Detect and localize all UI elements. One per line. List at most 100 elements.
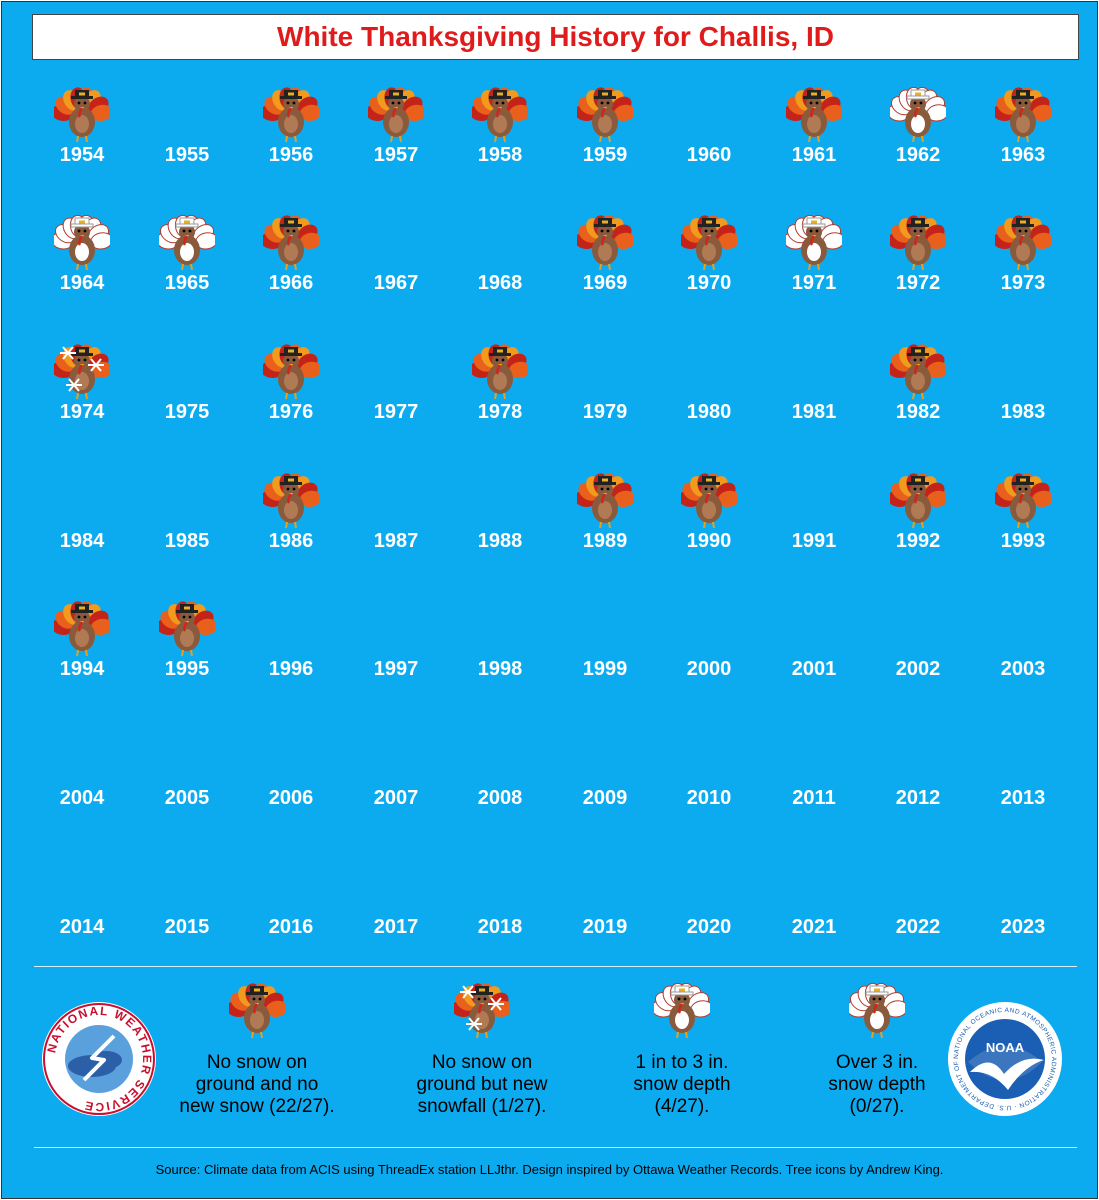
turkey-icon: [574, 84, 636, 144]
year-cell: 2014: [30, 850, 134, 970]
year-label: 1970: [686, 272, 732, 294]
year-label: 1968: [477, 272, 523, 294]
year-label: 2014: [59, 916, 105, 938]
year-cell: 1997: [344, 592, 448, 712]
year-cell: 1969: [553, 206, 657, 326]
year-cell: 2017: [344, 850, 448, 970]
year-cell: 2012: [866, 721, 970, 841]
legend-text-line: ground but new: [416, 1074, 548, 1095]
noaa-logo-text: NOAA: [986, 1040, 1025, 1055]
year-cell: 1977: [344, 335, 448, 455]
legend-text-line: 1 in to 3 in.: [635, 1052, 729, 1073]
year-label: 1977: [373, 401, 419, 423]
turkey-icon: [469, 341, 531, 401]
year-cell: 2020: [657, 850, 761, 970]
year-label: 1997: [373, 658, 419, 680]
turkey-icon: [887, 341, 949, 401]
turkey-icon: [260, 470, 322, 530]
year-label: 1963: [1000, 144, 1046, 166]
year-label: 1984: [59, 530, 105, 552]
turkey-icon: [50, 212, 114, 272]
year-cell: 1968: [448, 206, 552, 326]
year-label: 2008: [477, 787, 523, 809]
year-cell: 1959: [553, 78, 657, 198]
year-cell: 1962: [866, 78, 970, 198]
year-label: 1969: [582, 272, 628, 294]
year-label: 1979: [582, 401, 628, 423]
year-cell: 1963: [971, 78, 1075, 198]
turkey-icon: [156, 598, 218, 658]
year-label: 1991: [791, 530, 837, 552]
year-cell: 1996: [239, 592, 343, 712]
year-cell: 2004: [30, 721, 134, 841]
year-label: 1956: [268, 144, 314, 166]
year-label: 2010: [686, 787, 732, 809]
turkey-icon: [678, 470, 740, 530]
year-cell: 1983: [971, 335, 1075, 455]
turkey-icon: [887, 470, 949, 530]
year-cell: 2016: [239, 850, 343, 970]
year-cell: 2015: [135, 850, 239, 970]
year-label: 1986: [268, 530, 314, 552]
year-label: 2005: [164, 787, 210, 809]
turkey-icon: [51, 84, 113, 144]
year-label: 1996: [268, 658, 314, 680]
year-label: 1988: [477, 530, 523, 552]
year-label: 1978: [477, 401, 523, 423]
turkey-icon: [155, 212, 219, 272]
year-label: 2013: [1000, 787, 1046, 809]
year-label: 1990: [686, 530, 732, 552]
legend-text-line: (0/27).: [849, 1096, 905, 1117]
year-label: 2023: [1000, 916, 1046, 938]
legend-turkey-icon: [650, 980, 714, 1040]
legend-turkey-icon: [451, 980, 513, 1040]
legend-text: 1 in to 3 in. snow depth (4/27).: [582, 1052, 782, 1118]
year-cell: 1980: [657, 335, 761, 455]
bottom-divider: [34, 1147, 1077, 1148]
legend-text-line: snow depth: [633, 1074, 731, 1095]
legend-text-line: (4/27).: [654, 1096, 710, 1117]
year-label: 1962: [895, 144, 941, 166]
legend-text-line: No snow on: [431, 1052, 533, 1073]
year-cell: 1995: [135, 592, 239, 712]
year-cell: 1993: [971, 464, 1075, 584]
year-label: 1960: [686, 144, 732, 166]
legend-text-line: snowfall (1/27).: [417, 1096, 547, 1117]
year-cell: 1979: [553, 335, 657, 455]
turkey-icon: [992, 212, 1054, 272]
year-cell: 2023: [971, 850, 1075, 970]
year-cell: 2013: [971, 721, 1075, 841]
year-label: 1967: [373, 272, 419, 294]
nws-logo: NATIONAL WEATHER SERVICE: [42, 1002, 156, 1116]
year-cell: 1992: [866, 464, 970, 584]
legend-turkey-icon: [226, 980, 288, 1040]
year-label: 1982: [895, 401, 941, 423]
year-cell: 2018: [448, 850, 552, 970]
year-cell: 2006: [239, 721, 343, 841]
year-cell: 2009: [553, 721, 657, 841]
year-label: 2021: [791, 916, 837, 938]
legend-text: No snow on ground but new snowfall (1/27).: [382, 1052, 582, 1118]
top-divider: [34, 966, 1077, 967]
year-cell: 2019: [553, 850, 657, 970]
turkey-icon: [992, 84, 1054, 144]
year-label: 1985: [164, 530, 210, 552]
turkey-icon: [783, 84, 845, 144]
year-cell: 1967: [344, 206, 448, 326]
turkey-icon: [365, 84, 427, 144]
year-label: 1981: [791, 401, 837, 423]
year-label: 1995: [164, 658, 210, 680]
legend-text-line: Over 3 in.: [835, 1052, 919, 1073]
year-cell: 1985: [135, 464, 239, 584]
year-cell: 2011: [762, 721, 866, 841]
year-cell: 1976: [239, 335, 343, 455]
title-box: White Thanksgiving History for Challis, …: [32, 14, 1079, 60]
year-cell: 1978: [448, 335, 552, 455]
year-cell: 1954: [30, 78, 134, 198]
year-cell: 2007: [344, 721, 448, 841]
year-label: 1993: [1000, 530, 1046, 552]
year-cell: 1981: [762, 335, 866, 455]
year-label: 1989: [582, 530, 628, 552]
turkey-icon: [574, 212, 636, 272]
year-cell: 2001: [762, 592, 866, 712]
